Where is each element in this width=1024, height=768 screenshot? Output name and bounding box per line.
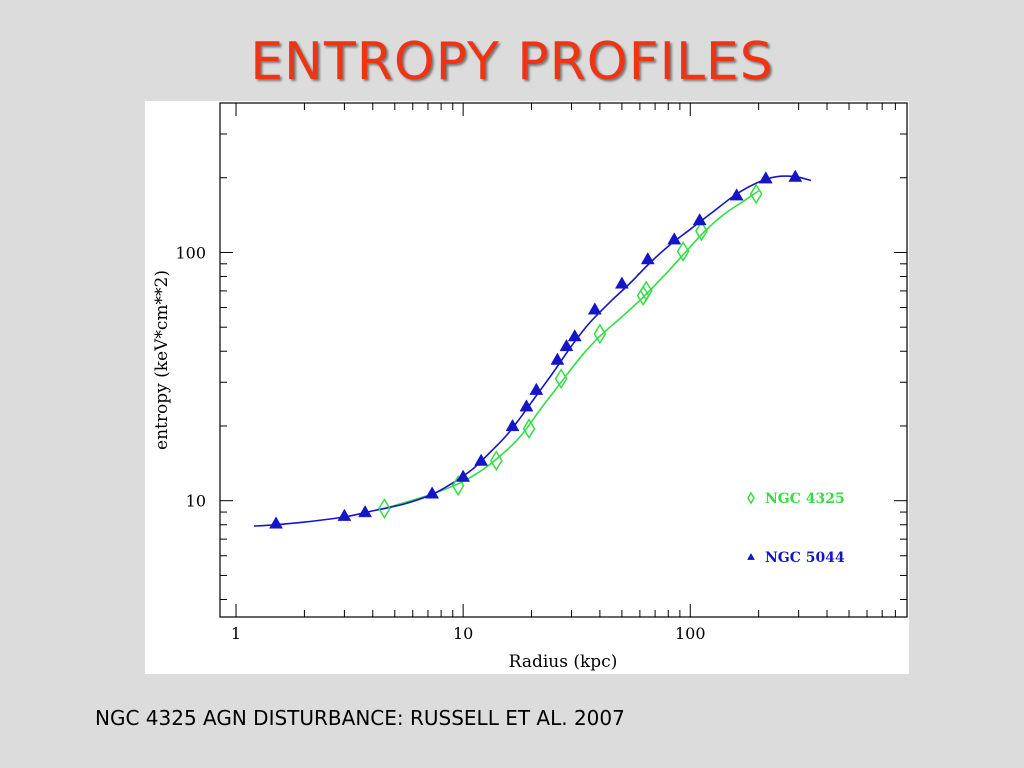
data-point-triangle bbox=[505, 418, 520, 432]
x-tick-label: 100 bbox=[675, 624, 706, 643]
data-point-triangle bbox=[474, 453, 489, 466]
data-point-triangle bbox=[550, 352, 565, 365]
data-point-triangle bbox=[567, 329, 582, 342]
y-axis-label: entropy (keV*cm**2) bbox=[152, 270, 172, 450]
slide-title: ENTROPY PROFILES bbox=[250, 32, 774, 92]
data-point-triangle bbox=[337, 508, 352, 521]
data-point-triangle bbox=[456, 469, 471, 482]
data-points bbox=[269, 169, 803, 529]
data-point-diamond bbox=[636, 285, 650, 307]
axis-ticks bbox=[220, 102, 908, 617]
data-point-diamond bbox=[554, 368, 568, 390]
legend-label: NGC 5044 bbox=[765, 550, 845, 566]
x-tick-label: 10 bbox=[453, 624, 473, 643]
legend-marker bbox=[747, 552, 755, 560]
y-tick-labels: 10 100 bbox=[175, 243, 206, 510]
data-point-triangle bbox=[758, 171, 773, 184]
data-point-diamond bbox=[522, 418, 536, 440]
data-point-triangle bbox=[559, 338, 574, 352]
data-point-triangle bbox=[692, 213, 707, 226]
data-point-diamond bbox=[639, 280, 653, 302]
chart-panel: 1 10 100 10 100 NGC 4325 NGC 5044 Radius (kp… bbox=[145, 101, 909, 674]
x-tick-labels: 1 10 100 bbox=[231, 624, 706, 643]
entropy-chart: 1 10 100 10 100 NGC 4325 NGC 5044 Radius (kp… bbox=[152, 102, 908, 672]
slide-caption: NGC 4325 AGN DISTURBANCE: RUSSELL ET AL.… bbox=[95, 706, 625, 730]
data-point-triangle bbox=[425, 486, 440, 499]
fit-curves bbox=[253, 175, 812, 527]
data-point-diamond bbox=[451, 475, 465, 497]
data-point-triangle bbox=[640, 252, 655, 265]
data-point-triangle bbox=[358, 505, 373, 518]
data-point-diamond bbox=[593, 323, 607, 345]
data-point-triangle bbox=[788, 169, 803, 182]
data-point-diamond bbox=[676, 240, 690, 262]
data-point-triangle bbox=[614, 276, 629, 289]
data-point-diamond bbox=[489, 450, 503, 472]
data-point-triangle bbox=[519, 399, 534, 412]
x-axis-label: Radius (kpc) bbox=[509, 652, 618, 672]
y-tick-label: 10 bbox=[186, 492, 206, 511]
data-point-triangle bbox=[667, 232, 682, 245]
data-point-diamond bbox=[749, 183, 763, 205]
data-point-triangle bbox=[587, 302, 602, 315]
data-point-triangle bbox=[529, 382, 544, 395]
legend-label: NGC 4325 bbox=[765, 491, 845, 507]
data-point-diamond bbox=[378, 498, 391, 519]
y-tick-label: 100 bbox=[175, 243, 206, 262]
legend: NGC 4325 NGC 5044 bbox=[747, 491, 845, 566]
legend-marker bbox=[747, 491, 755, 505]
x-tick-label: 1 bbox=[231, 624, 241, 643]
plot-frame bbox=[219, 102, 908, 618]
data-point-triangle bbox=[729, 188, 744, 201]
data-point-triangle bbox=[269, 516, 283, 529]
fit-curve-1 bbox=[253, 175, 812, 527]
data-point-diamond bbox=[695, 220, 708, 242]
